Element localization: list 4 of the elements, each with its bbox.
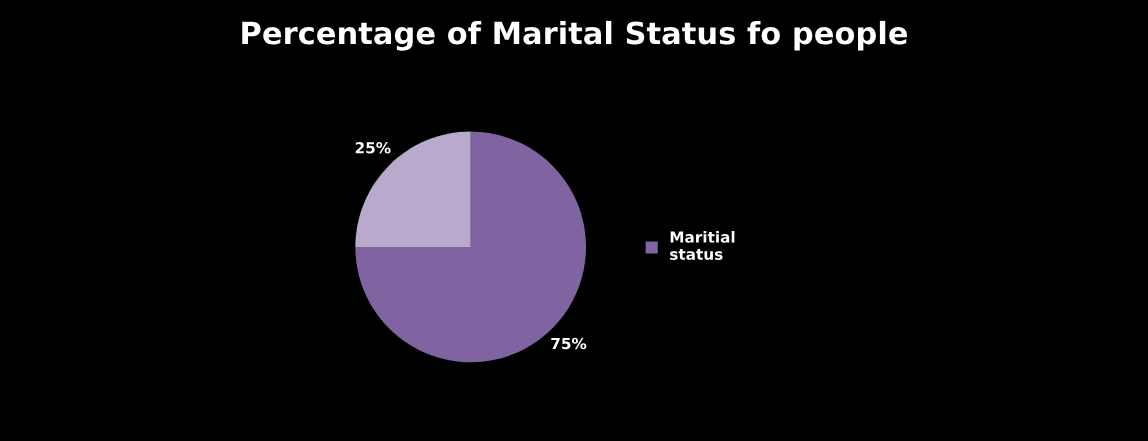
chart-title: Percentage of Marital Status fo people [242,20,908,51]
legend-label: Maritial status [670,231,735,260]
data-label: 25% [355,141,391,154]
data-label: 75% [551,337,587,350]
